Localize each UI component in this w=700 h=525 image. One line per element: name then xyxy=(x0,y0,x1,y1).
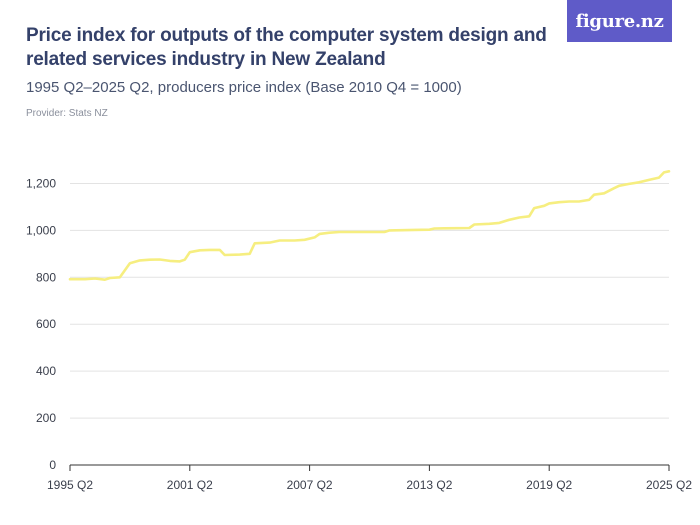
y-tick-label: 800 xyxy=(36,270,56,284)
x-axis: 1995 Q2 2001 Q2 2007 Q2 2013 Q2 2019 Q2 2025 … xyxy=(47,464,692,492)
y-tick-label: 400 xyxy=(36,364,56,378)
series-line xyxy=(68,170,671,281)
x-tick-label: 2013 Q2 xyxy=(406,478,452,492)
y-axis-tick-labels: 0 200 400 600 800 1,000 1,200 xyxy=(26,176,56,472)
x-tick-label: 2007 Q2 xyxy=(287,478,333,492)
figure-nz-logo[interactable]: figure.nz xyxy=(567,0,672,42)
x-tick-label: 2019 Q2 xyxy=(526,478,572,492)
y-tick-label: 1,000 xyxy=(26,223,56,237)
series-layer xyxy=(68,170,671,281)
x-tick-label: 1995 Q2 xyxy=(47,478,93,492)
x-tick-label: 2001 Q2 xyxy=(167,478,213,492)
chart-subtitle: 1995 Q2–2025 Q2, producers price index (… xyxy=(26,79,462,96)
data-provider: Provider: Stats NZ xyxy=(26,108,108,119)
logo-text: figure.nz xyxy=(575,10,664,32)
y-tick-label: 0 xyxy=(49,458,56,472)
chart-title: Price index for outputs of the computer … xyxy=(26,25,547,70)
x-tick-label: 2025 Q2 xyxy=(646,478,692,492)
gridlines xyxy=(70,182,669,419)
y-tick-label: 200 xyxy=(36,411,56,425)
y-tick-label: 600 xyxy=(36,317,56,331)
y-tick-label: 1,200 xyxy=(26,176,56,190)
